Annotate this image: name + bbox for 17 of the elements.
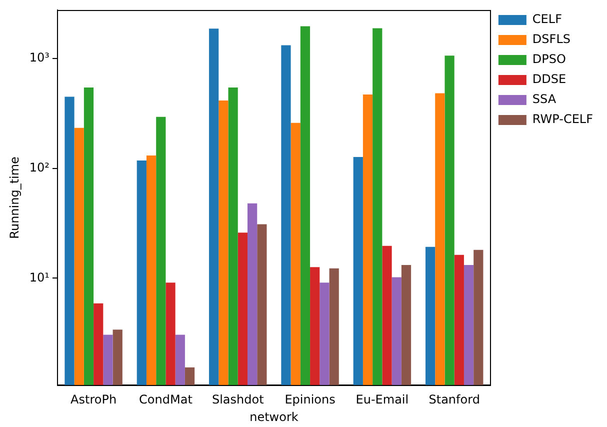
x-tick-label: AstroPh (70, 392, 117, 407)
x-tick-label: CondMat (139, 392, 193, 407)
y-tick-label: 10³ (29, 50, 50, 65)
y-axis-title: Running_time (7, 156, 22, 239)
legend-label: DSFLS (532, 32, 570, 46)
legend-label: RWP-CELF (532, 112, 594, 126)
legend-label: CELF (532, 12, 562, 26)
y-tick-label: 10¹ (29, 270, 50, 284)
x-tick-label: Epinions (284, 392, 336, 407)
x-axis-title: network (250, 410, 298, 424)
legend-label: SSA (532, 92, 557, 106)
x-tick-label: Stanford (428, 392, 480, 407)
legend-label: DDSE (532, 72, 566, 86)
x-tick-label: Eu-Email (356, 392, 409, 407)
legend-label: DPSO (532, 52, 566, 66)
y-tick-label: 10² (29, 160, 50, 175)
x-tick-label: Slashdot (212, 392, 264, 407)
